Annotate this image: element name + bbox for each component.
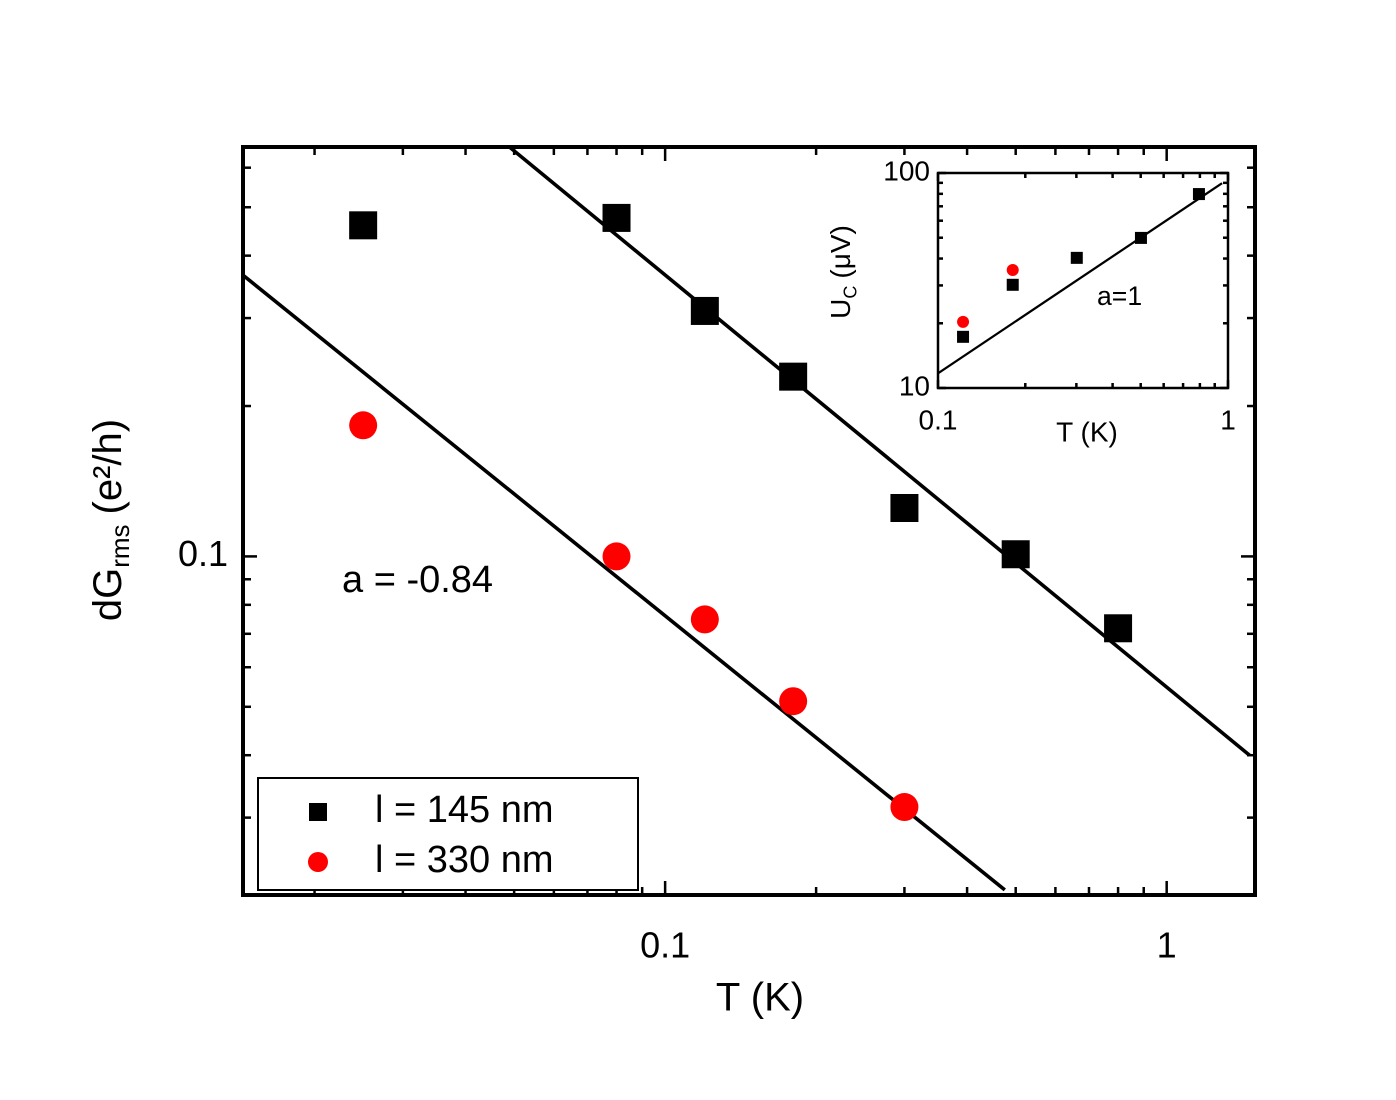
y-label-unit: (μV) xyxy=(825,225,856,278)
chart: 0.1 1 0.1 T (K) dGrms (e²/h) a = -0.84 l = 145 … xyxy=(86,145,1257,1020)
fit-line xyxy=(938,182,1223,375)
y-label-unit: (e²/h) xyxy=(86,419,130,515)
chart: 0.1 1 10 100 T (K) UC (μV) a=1 xyxy=(825,155,1235,447)
legend-marker xyxy=(308,852,328,872)
point xyxy=(602,542,631,571)
point xyxy=(690,296,719,325)
y-axis-label: dGrms (e²/h) xyxy=(86,419,135,621)
annotation: a = -0.84 xyxy=(342,559,493,601)
point xyxy=(602,203,631,232)
point xyxy=(349,211,378,240)
point xyxy=(1134,231,1147,244)
x-axis-label: T (K) xyxy=(1056,416,1118,447)
y-tick-label: 0.1 xyxy=(178,533,228,574)
y-axis-label: UC (μV) xyxy=(825,225,860,319)
point xyxy=(779,362,808,391)
x-tick-label: 0.1 xyxy=(640,925,690,966)
point xyxy=(349,411,378,440)
point xyxy=(957,315,970,328)
x-tick-label: 1 xyxy=(1220,404,1236,435)
plot-frame xyxy=(241,145,1257,897)
y-tick-label: 10 xyxy=(899,370,930,401)
y-label-main: U xyxy=(825,299,856,319)
fit-line xyxy=(243,274,1006,892)
point xyxy=(1006,263,1019,276)
point xyxy=(890,793,919,822)
x-tick-label: 1 xyxy=(1157,925,1177,966)
point xyxy=(890,493,919,522)
point xyxy=(957,330,970,343)
y-label-sub: rms xyxy=(105,524,135,567)
plot-frame xyxy=(936,171,1230,390)
x-tick-label: 0.1 xyxy=(919,404,958,435)
point xyxy=(1070,251,1083,264)
point xyxy=(1104,614,1133,643)
y-tick-label: 100 xyxy=(883,155,930,186)
legend-marker xyxy=(309,803,327,821)
point xyxy=(1006,278,1019,291)
fit-line xyxy=(509,147,1251,757)
point xyxy=(1001,540,1030,569)
point xyxy=(690,605,719,634)
x-axis-label: T (K) xyxy=(716,976,804,1020)
legend-label: l = 330 nm xyxy=(375,839,554,881)
annotation: a=1 xyxy=(1097,281,1142,311)
y-label-sub: C xyxy=(840,286,860,299)
point xyxy=(779,687,808,716)
legend-label: l = 145 nm xyxy=(375,789,554,831)
point xyxy=(1192,188,1205,201)
y-label-main: dG xyxy=(86,568,130,621)
